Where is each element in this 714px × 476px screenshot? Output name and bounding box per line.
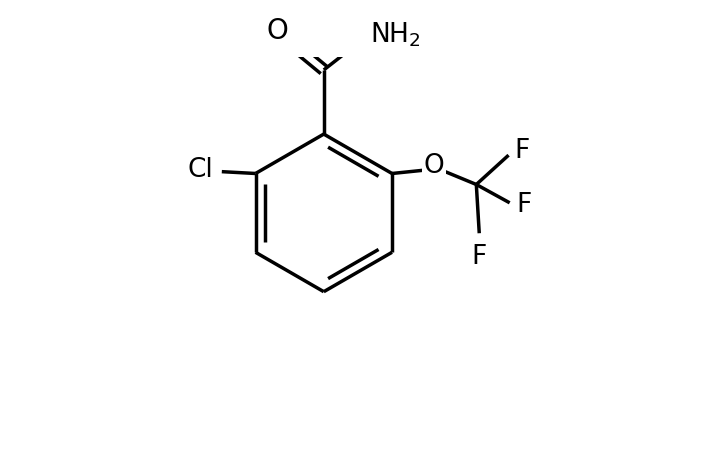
Text: O: O xyxy=(424,153,445,179)
Text: Cl: Cl xyxy=(188,157,213,183)
Text: F: F xyxy=(517,192,532,218)
Text: NH$_2$: NH$_2$ xyxy=(370,21,421,50)
Text: F: F xyxy=(472,244,487,270)
Text: F: F xyxy=(515,139,530,165)
Text: O: O xyxy=(266,18,288,46)
